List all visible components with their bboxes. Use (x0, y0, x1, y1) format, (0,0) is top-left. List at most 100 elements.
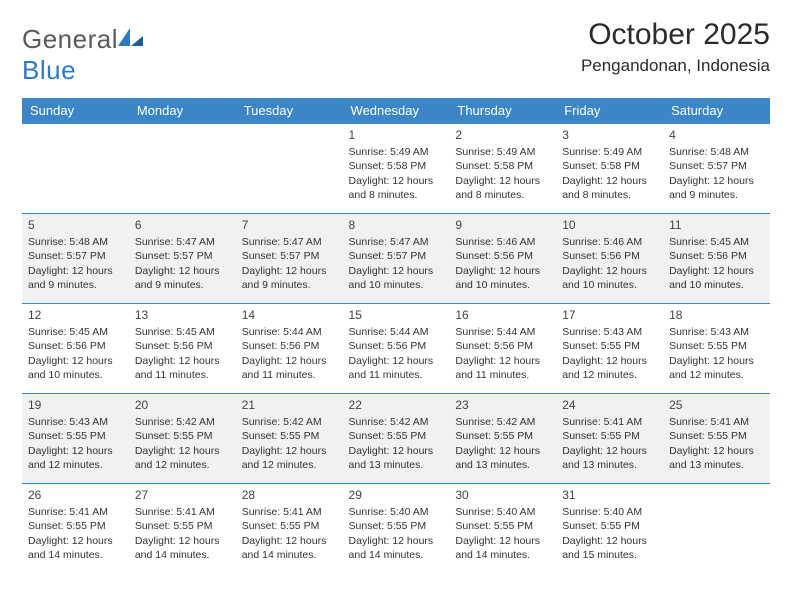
day-number: 16 (455, 307, 550, 323)
calendar-day-cell: 3Sunrise: 5:49 AMSunset: 5:58 PMDaylight… (556, 124, 663, 214)
day-number: 28 (242, 487, 337, 503)
sunrise-line: Sunrise: 5:42 AM (349, 415, 444, 429)
sunset-line: Sunset: 5:58 PM (562, 159, 657, 173)
sunset-line: Sunset: 5:55 PM (28, 429, 123, 443)
daylight-line: Daylight: 12 hours and 10 minutes. (28, 354, 123, 382)
daylight-line: Daylight: 12 hours and 10 minutes. (669, 264, 764, 292)
day-number: 15 (349, 307, 444, 323)
daylight-line: Daylight: 12 hours and 8 minutes. (349, 174, 444, 202)
calendar-week: 1Sunrise: 5:49 AMSunset: 5:58 PMDaylight… (22, 124, 770, 214)
calendar-day-cell: 25Sunrise: 5:41 AMSunset: 5:55 PMDayligh… (663, 394, 770, 484)
sunset-line: Sunset: 5:58 PM (455, 159, 550, 173)
daylight-line: Daylight: 12 hours and 8 minutes. (455, 174, 550, 202)
calendar-day-cell: 21Sunrise: 5:42 AMSunset: 5:55 PMDayligh… (236, 394, 343, 484)
day-number: 26 (28, 487, 123, 503)
sunrise-line: Sunrise: 5:45 AM (28, 325, 123, 339)
sunset-line: Sunset: 5:57 PM (669, 159, 764, 173)
daylight-line: Daylight: 12 hours and 15 minutes. (562, 534, 657, 562)
calendar-day-cell: 19Sunrise: 5:43 AMSunset: 5:55 PMDayligh… (22, 394, 129, 484)
daylight-line: Daylight: 12 hours and 10 minutes. (349, 264, 444, 292)
sunset-line: Sunset: 5:57 PM (135, 249, 230, 263)
sunrise-line: Sunrise: 5:43 AM (669, 325, 764, 339)
sunset-line: Sunset: 5:57 PM (28, 249, 123, 263)
calendar-table: SundayMondayTuesdayWednesdayThursdayFrid… (22, 98, 770, 573)
brand-logo: General Blue (22, 18, 144, 86)
calendar-body: 1Sunrise: 5:49 AMSunset: 5:58 PMDaylight… (22, 124, 770, 574)
weekday-header: Monday (129, 98, 236, 124)
calendar-day-cell: 20Sunrise: 5:42 AMSunset: 5:55 PMDayligh… (129, 394, 236, 484)
calendar-day-cell: 10Sunrise: 5:46 AMSunset: 5:56 PMDayligh… (556, 214, 663, 304)
day-number: 5 (28, 217, 123, 233)
sunset-line: Sunset: 5:55 PM (455, 429, 550, 443)
calendar-day-cell: 12Sunrise: 5:45 AMSunset: 5:56 PMDayligh… (22, 304, 129, 394)
sunset-line: Sunset: 5:56 PM (455, 249, 550, 263)
day-number: 23 (455, 397, 550, 413)
calendar-day-cell: 1Sunrise: 5:49 AMSunset: 5:58 PMDaylight… (343, 124, 450, 214)
day-number: 8 (349, 217, 444, 233)
sunrise-line: Sunrise: 5:40 AM (562, 505, 657, 519)
calendar-day-cell: 16 Sunrise: 5:44 AMSunset: 5:56 PMDayligh… (449, 304, 556, 394)
calendar-day-cell: 27Sunrise: 5:41 AMSunset: 5:55 PMDayligh… (129, 484, 236, 574)
sunset-line: Sunset: 5:55 PM (349, 429, 444, 443)
day-number: 13 (135, 307, 230, 323)
sunrise-line: Sunrise: 5:48 AM (28, 235, 123, 249)
day-number: 25 (669, 397, 764, 413)
title-block: October 2025 Pengandonan, Indonesia (581, 18, 770, 76)
daylight-line: Daylight: 12 hours and 9 minutes. (242, 264, 337, 292)
sunrise-line: Sunrise: 5:49 AM (349, 145, 444, 159)
weekday-header: Thursday (449, 98, 556, 124)
daylight-line: Daylight: 12 hours and 9 minutes. (28, 264, 123, 292)
daylight-line: Daylight: 12 hours and 8 minutes. (562, 174, 657, 202)
sunrise-line: Sunrise: 5:41 AM (562, 415, 657, 429)
sunset-line: Sunset: 5:55 PM (455, 519, 550, 533)
daylight-line: Daylight: 12 hours and 11 minutes. (455, 354, 550, 382)
day-number: 14 (242, 307, 337, 323)
daylight-line: Daylight: 12 hours and 13 minutes. (562, 444, 657, 472)
day-number: 30 (455, 487, 550, 503)
day-number: 4 (669, 127, 764, 143)
logo-word-general: General (22, 24, 118, 54)
sunset-line: Sunset: 5:55 PM (28, 519, 123, 533)
sunset-line: Sunset: 5:56 PM (455, 339, 550, 353)
daylight-line: Daylight: 12 hours and 14 minutes. (349, 534, 444, 562)
sunset-line: Sunset: 5:56 PM (562, 249, 657, 263)
sunrise-line: Sunrise: 5:41 AM (669, 415, 764, 429)
calendar-day-cell: 5 Sunrise: 5:48 AMSunset: 5:57 PMDaylight… (22, 214, 129, 304)
day-number: 11 (669, 217, 764, 233)
sunrise-line: Sunrise: 5:45 AM (135, 325, 230, 339)
calendar-day-cell: 11Sunrise: 5:45 AMSunset: 5:56 PMDayligh… (663, 214, 770, 304)
day-number: 1 (349, 127, 444, 143)
daylight-line: Daylight: 12 hours and 14 minutes. (242, 534, 337, 562)
sunrise-line: Sunrise: 5:43 AM (28, 415, 123, 429)
sunrise-line: Sunrise: 5:42 AM (135, 415, 230, 429)
calendar-week: 26Sunrise: 5:41 AMSunset: 5:55 PMDayligh… (22, 484, 770, 574)
calendar-day-cell: 6Sunrise: 5:47 AMSunset: 5:57 PMDaylight… (129, 214, 236, 304)
sunset-line: Sunset: 5:56 PM (135, 339, 230, 353)
calendar-day-cell: 17Sunrise: 5:43 AMSunset: 5:55 PMDayligh… (556, 304, 663, 394)
weekday-header: Friday (556, 98, 663, 124)
calendar-day-cell: 18Sunrise: 5:43 AMSunset: 5:55 PMDayligh… (663, 304, 770, 394)
daylight-line: Daylight: 12 hours and 12 minutes. (135, 444, 230, 472)
sunrise-line: Sunrise: 5:47 AM (349, 235, 444, 249)
calendar-day-cell: 4Sunrise: 5:48 AMSunset: 5:57 PMDaylight… (663, 124, 770, 214)
daylight-line: Daylight: 12 hours and 13 minutes. (349, 444, 444, 472)
sunset-line: Sunset: 5:56 PM (242, 339, 337, 353)
sunset-line: Sunset: 5:55 PM (562, 339, 657, 353)
calendar-day-cell: 15Sunrise: 5:44 AMSunset: 5:56 PMDayligh… (343, 304, 450, 394)
calendar-day-cell: 24Sunrise: 5:41 AMSunset: 5:55 PMDayligh… (556, 394, 663, 484)
daylight-line: Daylight: 12 hours and 13 minutes. (455, 444, 550, 472)
day-number: 2 (455, 127, 550, 143)
daylight-line: Daylight: 12 hours and 11 minutes. (135, 354, 230, 382)
calendar-day-cell: 29Sunrise: 5:40 AMSunset: 5:55 PMDayligh… (343, 484, 450, 574)
sunrise-line: Sunrise: 5:44 AM (455, 325, 550, 339)
sunrise-line: Sunrise: 5:42 AM (242, 415, 337, 429)
sunset-line: Sunset: 5:55 PM (562, 429, 657, 443)
calendar-day-cell: 9Sunrise: 5:46 AMSunset: 5:56 PMDaylight… (449, 214, 556, 304)
calendar-day-cell (22, 124, 129, 214)
daylight-line: Daylight: 12 hours and 11 minutes. (349, 354, 444, 382)
daylight-line: Daylight: 12 hours and 14 minutes. (28, 534, 123, 562)
sunrise-line: Sunrise: 5:49 AM (455, 145, 550, 159)
sunrise-line: Sunrise: 5:40 AM (349, 505, 444, 519)
weekday-header: Sunday (22, 98, 129, 124)
daylight-line: Daylight: 12 hours and 12 minutes. (562, 354, 657, 382)
